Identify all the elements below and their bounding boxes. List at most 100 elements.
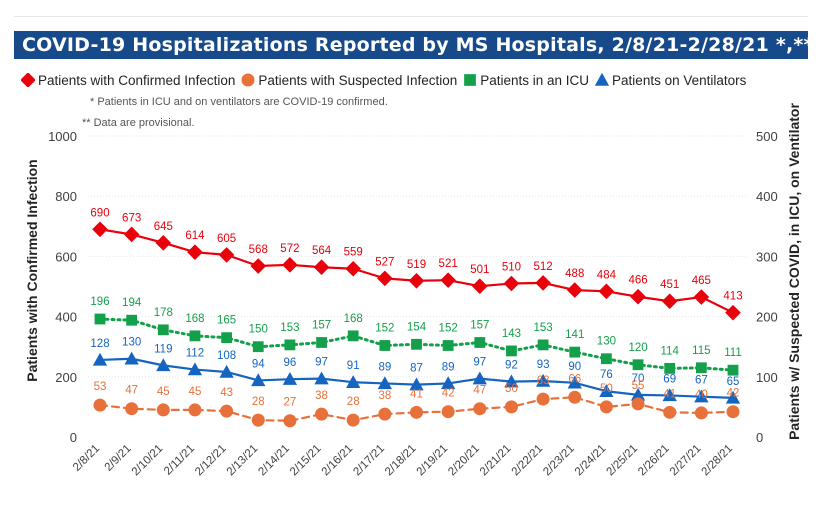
data-label: 466 [628, 275, 647, 287]
data-label: 70 [632, 373, 645, 385]
legend-label: Patients in an ICU [480, 72, 590, 88]
data-point [92, 352, 108, 366]
data-point [347, 330, 359, 342]
data-label: 165 [217, 315, 236, 327]
data-label: 38 [315, 390, 328, 402]
footnote-icu-ventilators: * Patients in ICU and on ventilators are… [90, 96, 388, 108]
data-point [92, 221, 108, 238]
data-label: 53 [94, 381, 107, 393]
data-point [252, 341, 264, 353]
x-tick-label: 2/10/21 [130, 443, 166, 479]
data-point [535, 275, 551, 291]
data-point [126, 314, 138, 326]
data-label: 488 [565, 268, 584, 280]
data-label: 90 [568, 361, 581, 373]
data-label: 178 [154, 307, 173, 319]
x-tick-label: 2/21/21 [478, 443, 514, 479]
data-point [123, 226, 140, 243]
data-point [506, 345, 517, 357]
legend-item: Patients with Suspected Infection [241, 73, 457, 88]
data-label: 89 [442, 361, 455, 373]
y-axis-title-left: Patients with Confirmed Infection [24, 159, 40, 381]
x-tick-label: 2/20/21 [446, 443, 482, 479]
data-label: 153 [534, 322, 553, 334]
data-point [282, 372, 298, 385]
data-label: 196 [90, 296, 109, 308]
data-label: 645 [154, 221, 173, 233]
x-tick-label: 2/8/21 [71, 443, 102, 474]
data-point [189, 330, 201, 342]
data-point [535, 373, 551, 387]
data-point [187, 244, 203, 260]
data-point [282, 257, 298, 273]
legend-item: Patients in an ICU [463, 73, 589, 88]
data-point [599, 384, 614, 397]
data-point [725, 390, 741, 404]
data-label: 152 [375, 322, 394, 334]
data-point [188, 403, 202, 417]
x-tick-label: 2/25/21 [605, 443, 641, 479]
data-point [378, 407, 392, 421]
data-label: 67 [695, 375, 708, 387]
data-label: 130 [597, 336, 616, 348]
data-point [569, 346, 581, 358]
data-point [156, 358, 171, 372]
data-point [93, 398, 107, 412]
data-label: 40 [695, 389, 708, 401]
y-axis-title-right: Patients w/ Suspected COVID, in ICU, on … [786, 103, 802, 440]
data-point [472, 371, 487, 385]
data-label: 50 [505, 383, 518, 395]
data-point [567, 375, 582, 389]
x-tick-label: 2/16/21 [320, 443, 356, 479]
data-point [727, 364, 739, 376]
data-point [156, 403, 170, 417]
data-point [504, 374, 519, 388]
data-point [411, 338, 422, 350]
y-tick-label-left: 200 [55, 370, 77, 385]
data-point [663, 405, 677, 419]
data-label: 28 [252, 396, 265, 408]
data-label: 43 [220, 387, 233, 399]
data-label: 572 [280, 243, 299, 255]
x-tick-label: 2/9/21 [103, 443, 134, 474]
data-point [474, 337, 486, 348]
data-label: 690 [90, 207, 109, 219]
data-label: 521 [439, 258, 458, 270]
data-point [283, 414, 297, 428]
legend-marker [241, 73, 255, 87]
data-label: 92 [505, 360, 518, 372]
data-label: 27 [284, 397, 297, 409]
data-label: 97 [315, 357, 328, 369]
x-tick-label: 2/14/21 [256, 443, 292, 479]
data-label: 115 [692, 345, 710, 357]
x-tick-label: 2/26/21 [636, 443, 672, 479]
diamond-marker-icon [21, 73, 35, 87]
data-label: 130 [122, 337, 141, 349]
data-label: 41 [410, 388, 423, 400]
series-patients-in-an-icu: 196 194 178 168 165 150 153 157 168 152 154 152 157 1… [90, 296, 742, 376]
series-patients-with-confirmed-infection: 690 673 645 614 605 568 572 564 559 527 519 521 501 5… [90, 207, 743, 321]
legend-item: Patients on Ventilators [595, 73, 746, 88]
y-tick-label-left: 400 [55, 310, 77, 325]
data-point [410, 405, 423, 419]
data-label: 47 [125, 385, 138, 397]
data-label: 91 [347, 360, 360, 372]
data-label: 69 [663, 373, 676, 385]
data-label: 484 [597, 269, 617, 281]
y-axis-right: 0 100 200 300 400 500 [756, 129, 778, 445]
y-tick-label-right: 100 [756, 370, 778, 385]
y-axis-left: 0 200 400 600 800 1000 [48, 129, 77, 445]
data-label: 63 [537, 375, 550, 387]
data-point [725, 304, 741, 321]
data-label: 65 [727, 376, 740, 388]
data-label: 673 [122, 212, 141, 224]
data-point [632, 359, 644, 371]
y-tick-label-right: 500 [756, 129, 778, 144]
data-label: 42 [727, 388, 740, 400]
legend-label: Patients with Suspected Infection [258, 72, 458, 88]
data-label: 28 [347, 396, 360, 408]
chart-title: COVID-19 Hospitalizations Reported by MS… [22, 34, 814, 56]
triangle-marker-icon [595, 73, 610, 86]
data-label: 519 [407, 259, 426, 271]
